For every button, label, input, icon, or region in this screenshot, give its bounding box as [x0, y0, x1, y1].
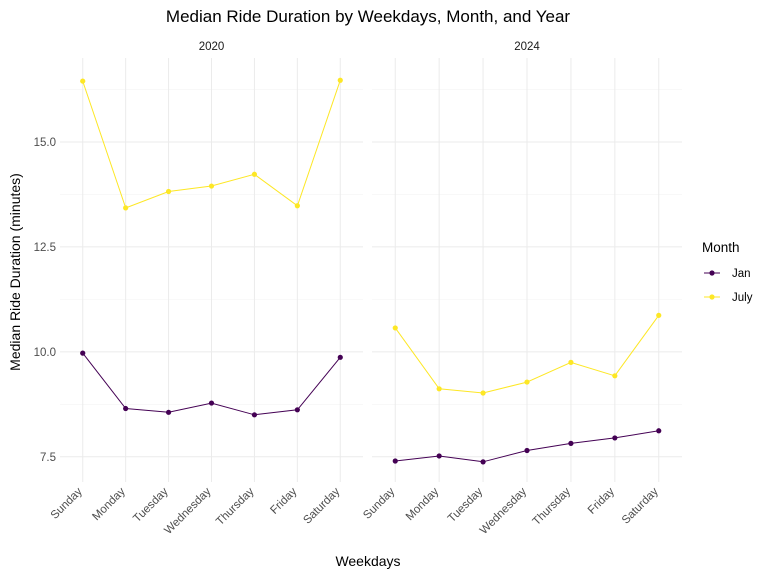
y-tick-label: 12.5	[34, 242, 56, 254]
data-point-jan	[436, 453, 442, 459]
data-point-jan	[80, 350, 86, 356]
data-point-july	[294, 203, 300, 209]
x-tick-label: Tuesday	[446, 485, 486, 525]
data-point-july	[568, 359, 574, 365]
data-point-july	[337, 77, 343, 83]
facet-panel-2020: 2020 7.5 10.0 12.5 15.0 Sunday Monday TuesdayWe…	[34, 41, 363, 537]
x-tick-label: Sunday	[361, 485, 397, 521]
x-tick-label: Saturday	[620, 485, 661, 526]
y-tick-label: 7.5	[40, 452, 56, 464]
data-point-july	[208, 183, 215, 189]
data-point-july	[480, 390, 486, 396]
legend-key-point	[709, 294, 715, 300]
legend-title: Month	[702, 240, 740, 255]
legend-entry-july: July	[704, 292, 753, 304]
data-point-jan	[208, 400, 215, 406]
x-tick-label: Thursday	[214, 485, 257, 528]
data-point-july	[165, 188, 172, 195]
facet-label-2024: 2024	[514, 41, 540, 53]
chart-title: Median Ride Duration by Weekdays, Month,…	[166, 7, 570, 26]
legend-key-point	[709, 270, 715, 276]
data-point-july	[612, 373, 618, 379]
legend: Month Jan July	[702, 240, 753, 304]
x-tick-label: Wednesday	[162, 485, 213, 536]
data-point-july	[123, 205, 129, 211]
x-tick-label: Wednesday	[478, 485, 529, 536]
data-point-july	[524, 379, 530, 385]
data-point-jan	[165, 409, 172, 415]
x-tick-label: Saturday	[301, 485, 342, 526]
legend-label-july: July	[732, 292, 753, 304]
data-point-jan	[337, 354, 343, 360]
data-point-july	[80, 78, 86, 84]
data-point-jan	[251, 412, 258, 418]
data-point-jan	[123, 405, 129, 412]
x-tick-label: Monday	[404, 485, 442, 523]
data-point-july	[392, 325, 398, 331]
x-tick-label: Monday	[90, 485, 128, 523]
x-tick-label: Tuesday	[131, 485, 171, 525]
data-point-july	[436, 386, 442, 392]
y-tick-label: 10.0	[34, 347, 56, 359]
data-point-jan	[568, 440, 574, 446]
data-point-jan	[480, 459, 486, 465]
data-point-jan	[294, 407, 300, 413]
x-tick-label: Sunday	[49, 485, 85, 521]
x-axis-title: Weekdays	[335, 553, 400, 569]
data-point-jan	[524, 447, 530, 454]
facet-label-2020: 2020	[199, 41, 225, 53]
data-point-jan	[392, 458, 398, 464]
data-point-jan	[612, 435, 618, 441]
y-tick-label: 15.0	[34, 137, 56, 149]
x-tick-label: Friday	[268, 485, 299, 516]
data-point-july	[251, 171, 258, 177]
data-point-july	[656, 312, 662, 318]
x-tick-label: Thursday	[531, 485, 574, 528]
x-tick-label: Friday	[586, 485, 617, 516]
data-point-jan	[656, 428, 662, 434]
legend-entry-jan: Jan	[704, 268, 751, 280]
y-axis-title: Median Ride Duration (minutes)	[7, 173, 23, 371]
legend-label-jan: Jan	[732, 268, 751, 280]
